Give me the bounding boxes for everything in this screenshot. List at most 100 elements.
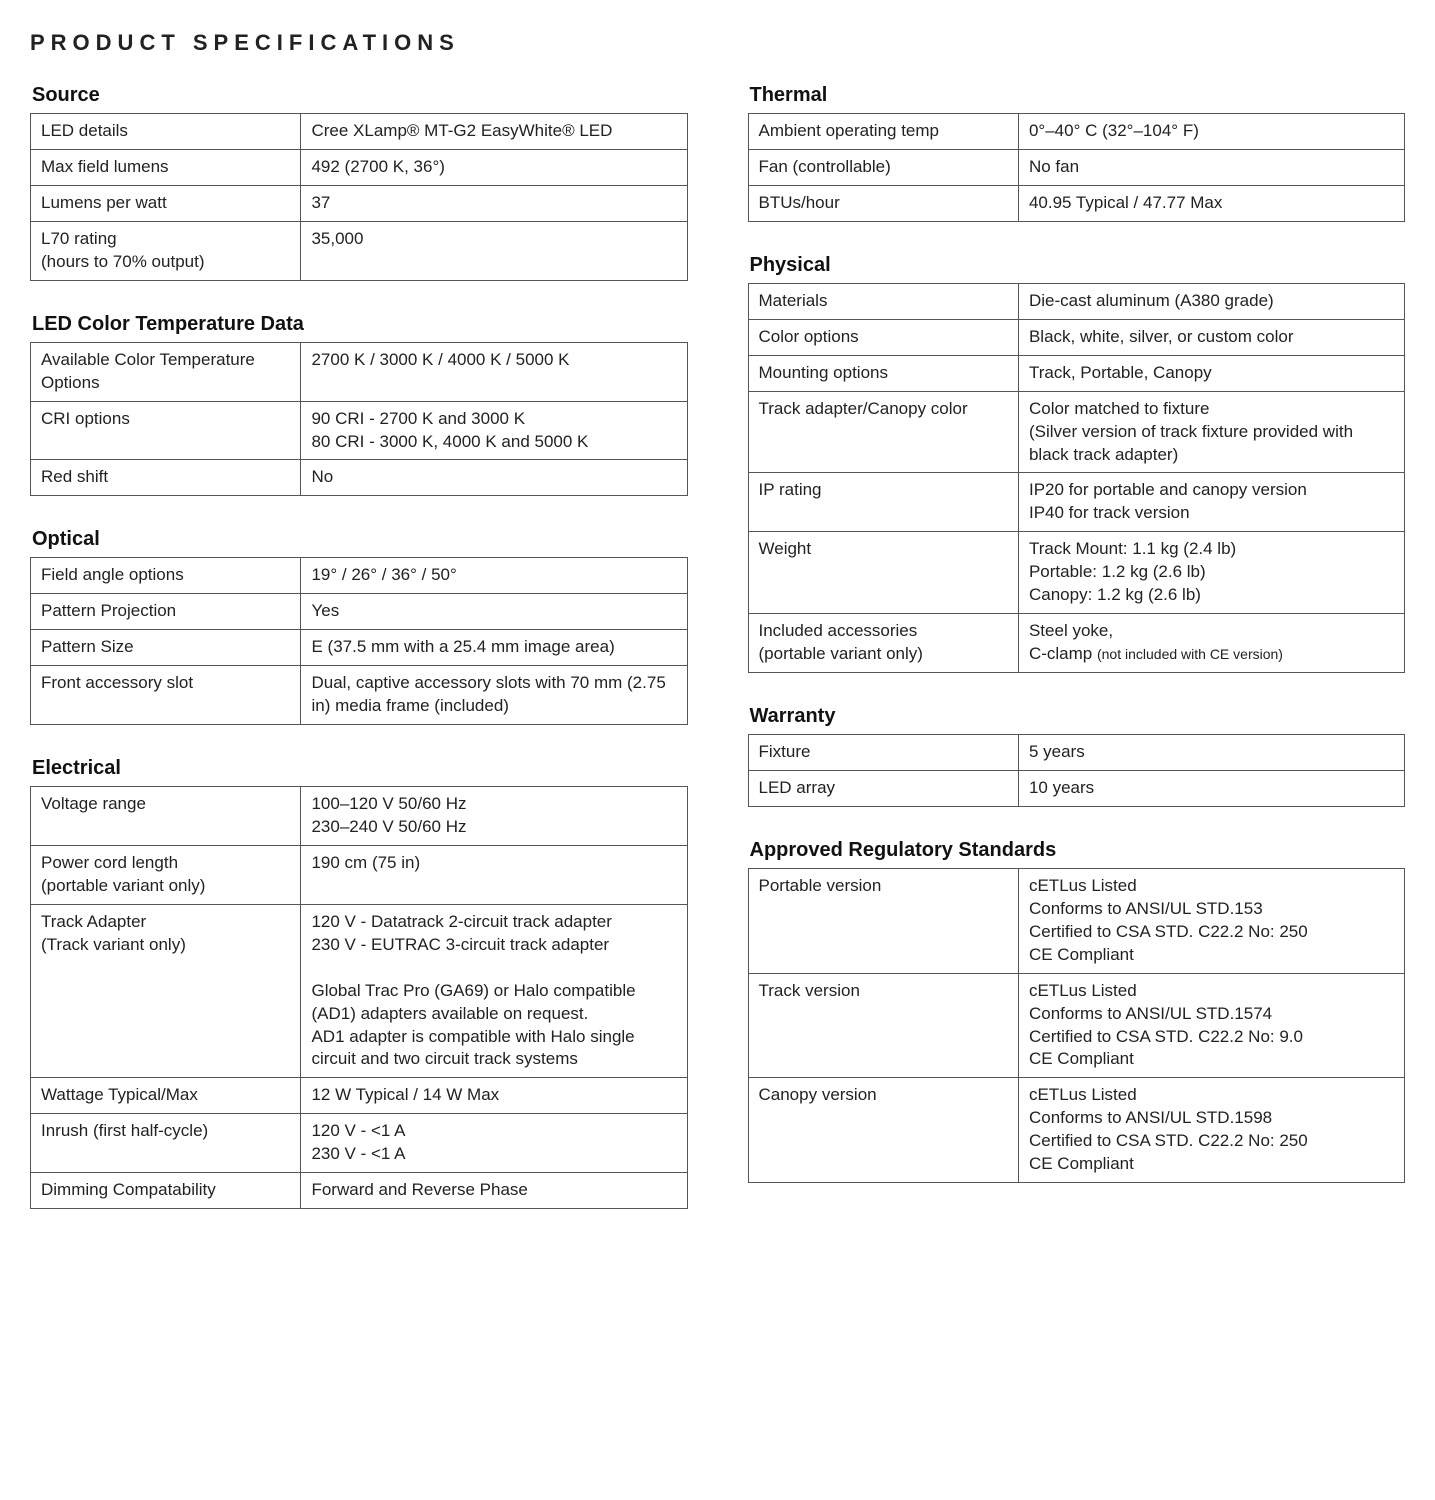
spec-value: Track Mount: 1.1 kg (2.4 lb)Portable: 1.… [1018,532,1404,614]
spec-value: Die-cast aluminum (A380 grade) [1018,283,1404,319]
spec-value: No fan [1018,149,1404,185]
spec-label: Track Adapter(Track variant only) [31,904,301,1078]
table-row: Fan (controllable)No fan [748,149,1405,185]
table-row: Dimming CompatabilityForward and Reverse… [31,1173,688,1209]
two-column-layout: Source LED detailsCree XLamp® MT-G2 Easy… [30,84,1405,1241]
spec-value: 2700 K / 3000 K / 4000 K / 5000 K [301,342,687,401]
table-source: LED detailsCree XLamp® MT-G2 EasyWhite® … [30,113,688,281]
spec-value: 90 CRI - 2700 K and 3000 K80 CRI - 3000 … [301,401,687,460]
spec-value: 120 V - Datatrack 2-circuit track adapte… [301,904,687,1078]
spec-label: Fixture [748,735,1018,771]
spec-value: E (37.5 mm with a 25.4 mm image area) [301,630,687,666]
spec-value: Black, white, silver, or custom color [1018,319,1404,355]
spec-label: Pattern Projection [31,594,301,630]
table-row: Canopy versioncETLus ListedConforms to A… [748,1078,1405,1183]
spec-value: 35,000 [301,221,687,280]
table-row: L70 rating(hours to 70% output)35,000 [31,221,688,280]
spec-value: Track, Portable, Canopy [1018,355,1404,391]
spec-label: L70 rating(hours to 70% output) [31,221,301,280]
spec-label: Voltage range [31,787,301,846]
page-title: PRODUCT SPECIFICATIONS [30,30,1405,56]
spec-value: 40.95 Typical / 47.77 Max [1018,185,1404,221]
section-title: LED Color Temperature Data [32,313,688,336]
spec-label: Inrush (first half-cycle) [31,1114,301,1173]
spec-value: 12 W Typical / 14 W Max [301,1078,687,1114]
table-row: LED detailsCree XLamp® MT-G2 EasyWhite® … [31,114,688,150]
spec-value: Yes [301,594,687,630]
table-row: Ambient operating temp0°–40° C (32°–104°… [748,114,1405,150]
table-row: Color optionsBlack, white, silver, or cu… [748,319,1405,355]
spec-label: Ambient operating temp [748,114,1018,150]
table-warranty: Fixture5 yearsLED array10 years [748,734,1406,807]
section-optical: Optical Field angle options19° / 26° / 3… [30,528,688,725]
spec-value: 37 [301,185,687,221]
spec-label: Canopy version [748,1078,1018,1183]
spec-label: IP rating [748,473,1018,532]
spec-value: No [301,460,687,496]
section-title: Approved Regulatory Standards [750,839,1406,862]
spec-label: LED array [748,770,1018,806]
spec-label: LED details [31,114,301,150]
section-title: Electrical [32,757,688,780]
spec-label: Track version [748,973,1018,1078]
spec-value: 0°–40° C (32°–104° F) [1018,114,1404,150]
section-title: Warranty [750,705,1406,728]
section-physical: Physical MaterialsDie-cast aluminum (A38… [748,254,1406,673]
table-row: MaterialsDie-cast aluminum (A380 grade) [748,283,1405,319]
spec-label: BTUs/hour [748,185,1018,221]
table-row: Available Color Temperature Options2700 … [31,342,688,401]
spec-value: IP20 for portable and canopy versionIP40… [1018,473,1404,532]
section-electrical: Electrical Voltage range100–120 V 50/60 … [30,757,688,1209]
table-row: Fixture5 years [748,735,1405,771]
section-led-color: LED Color Temperature Data Available Col… [30,313,688,497]
table-thermal: Ambient operating temp0°–40° C (32°–104°… [748,113,1406,222]
table-row: Included accessories(portable variant on… [748,614,1405,673]
table-row: Power cord length(portable variant only)… [31,845,688,904]
table-led-color: Available Color Temperature Options2700 … [30,342,688,497]
table-row: Track adapter/Canopy colorColor matched … [748,391,1405,473]
section-thermal: Thermal Ambient operating temp0°–40° C (… [748,84,1406,222]
spec-value: 5 years [1018,735,1404,771]
spec-label: Track adapter/Canopy color [748,391,1018,473]
section-source: Source LED detailsCree XLamp® MT-G2 Easy… [30,84,688,281]
left-column: Source LED detailsCree XLamp® MT-G2 Easy… [30,84,688,1241]
spec-label: Included accessories(portable variant on… [748,614,1018,673]
spec-label: Mounting options [748,355,1018,391]
table-row: Inrush (first half-cycle)120 V - <1 A230… [31,1114,688,1173]
right-column: Thermal Ambient operating temp0°–40° C (… [748,84,1406,1215]
section-title: Source [32,84,688,107]
spec-value: Color matched to fixture(Silver version … [1018,391,1404,473]
spec-label: Dimming Compatability [31,1173,301,1209]
table-row: WeightTrack Mount: 1.1 kg (2.4 lb)Portab… [748,532,1405,614]
table-row: Track Adapter(Track variant only)120 V -… [31,904,688,1078]
section-title: Physical [750,254,1406,277]
section-title: Optical [32,528,688,551]
table-row: Front accessory slotDual, captive access… [31,666,688,725]
spec-label: Field angle options [31,558,301,594]
spec-value: cETLus ListedConforms to ANSI/UL STD.157… [1018,973,1404,1078]
spec-value: 492 (2700 K, 36°) [301,149,687,185]
spec-label: Front accessory slot [31,666,301,725]
spec-label: Lumens per watt [31,185,301,221]
spec-value: Cree XLamp® MT-G2 EasyWhite® LED [301,114,687,150]
spec-value: 100–120 V 50/60 Hz230–240 V 50/60 Hz [301,787,687,846]
spec-label: Pattern Size [31,630,301,666]
table-row: Mounting optionsTrack, Portable, Canopy [748,355,1405,391]
spec-label: Fan (controllable) [748,149,1018,185]
spec-value: 10 years [1018,770,1404,806]
spec-label: Max field lumens [31,149,301,185]
spec-label: Red shift [31,460,301,496]
table-row: CRI options90 CRI - 2700 K and 3000 K80 … [31,401,688,460]
spec-label: Portable version [748,868,1018,973]
table-row: Track versioncETLus ListedConforms to AN… [748,973,1405,1078]
table-row: LED array10 years [748,770,1405,806]
table-row: Portable versioncETLus ListedConforms to… [748,868,1405,973]
table-row: Wattage Typical/Max12 W Typical / 14 W M… [31,1078,688,1114]
table-row: Pattern SizeE (37.5 mm with a 25.4 mm im… [31,630,688,666]
table-row: Field angle options19° / 26° / 36° / 50° [31,558,688,594]
table-row: Lumens per watt37 [31,185,688,221]
table-row: Pattern ProjectionYes [31,594,688,630]
spec-label: Materials [748,283,1018,319]
section-regulatory: Approved Regulatory Standards Portable v… [748,839,1406,1183]
table-optical: Field angle options19° / 26° / 36° / 50°… [30,557,688,725]
